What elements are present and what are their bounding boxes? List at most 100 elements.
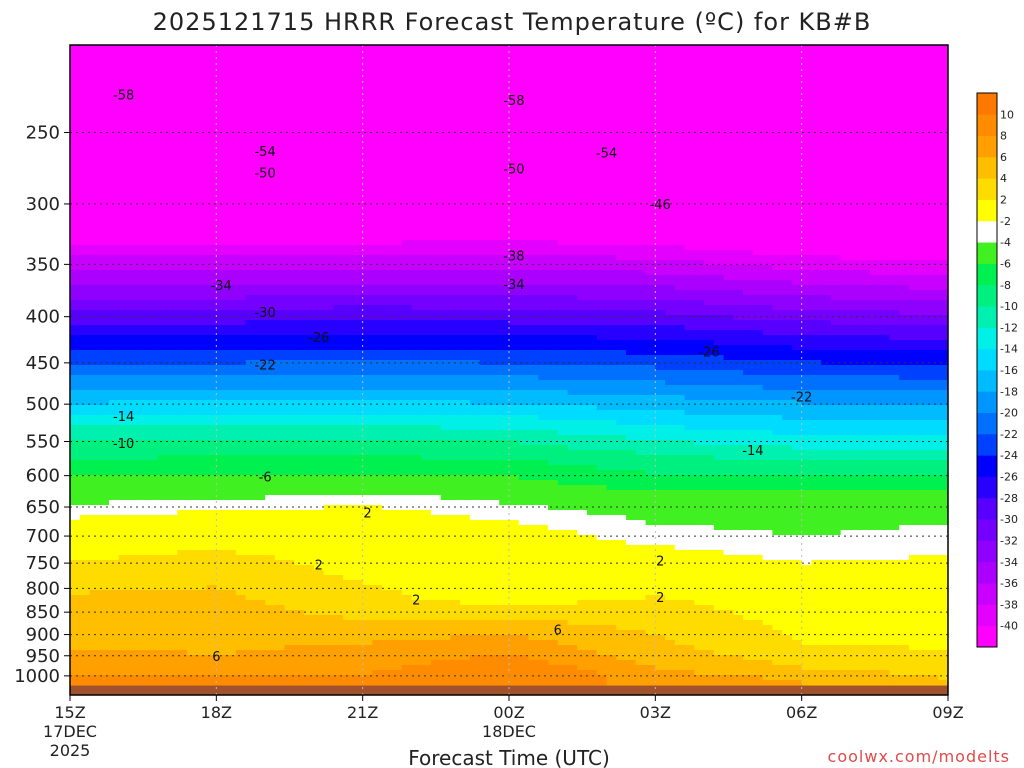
- field-cell: [226, 615, 237, 621]
- field-cell: [323, 85, 334, 91]
- field-cell: [177, 95, 188, 101]
- field-cell: [411, 405, 422, 411]
- field-cell: [284, 560, 295, 566]
- field-cell: [343, 180, 354, 186]
- field-cell: [235, 560, 247, 566]
- field-cell: [70, 245, 81, 251]
- field-cell: [245, 45, 256, 51]
- field-cell: [333, 90, 344, 96]
- field-cell: [440, 290, 452, 296]
- field-cell: [430, 315, 442, 321]
- field-cell: [148, 540, 159, 546]
- field-cell: [99, 115, 110, 121]
- field-cell: [109, 110, 120, 116]
- field-cell: [274, 490, 286, 496]
- field-cell: [401, 540, 413, 546]
- field-cell: [411, 615, 422, 621]
- field-cell: [99, 265, 110, 271]
- field-cell: [206, 500, 217, 506]
- field-cell: [245, 65, 256, 71]
- field-cell: [333, 345, 344, 351]
- field-cell: [245, 675, 256, 681]
- field-cell: [245, 585, 256, 591]
- field-cell: [372, 395, 383, 401]
- field-cell: [265, 125, 276, 131]
- field-cell: [89, 535, 100, 541]
- field-cell: [70, 505, 81, 511]
- field-cell: [157, 305, 169, 311]
- field-cell: [138, 535, 149, 541]
- field-cell: [255, 210, 266, 216]
- field-cell: [362, 260, 374, 266]
- field-cell: [440, 150, 452, 156]
- field-cell: [157, 240, 169, 246]
- field-cell: [333, 200, 344, 206]
- field-cell: [352, 95, 364, 101]
- field-cell: [138, 320, 149, 326]
- field-cell: [138, 45, 149, 51]
- field-cell: [245, 110, 256, 116]
- field-cell: [352, 410, 364, 416]
- field-cell: [265, 500, 276, 506]
- field-cell: [148, 470, 159, 476]
- field-cell: [79, 650, 91, 656]
- field-cell: [196, 555, 208, 561]
- field-cell: [206, 260, 217, 266]
- field-cell: [255, 200, 266, 206]
- field-cell: [235, 125, 247, 131]
- field-cell: [343, 220, 354, 226]
- field-cell: [313, 405, 325, 411]
- field-cell: [148, 550, 159, 556]
- field-cell: [128, 255, 139, 261]
- field-cell: [391, 460, 403, 466]
- field-cell: [196, 405, 208, 411]
- field-cell: [265, 600, 276, 606]
- field-cell: [196, 500, 208, 506]
- field-cell: [294, 530, 305, 536]
- field-cell: [411, 360, 422, 366]
- field-cell: [304, 575, 315, 581]
- field-cell: [128, 575, 139, 581]
- field-cell: [411, 55, 422, 61]
- field-cell: [118, 520, 130, 526]
- field-cell: [187, 295, 198, 301]
- field-cell: [138, 520, 149, 526]
- field-cell: [411, 665, 422, 671]
- field-cell: [362, 485, 374, 491]
- field-cell: [206, 95, 217, 101]
- field-cell: [343, 330, 354, 336]
- field-cell: [274, 135, 286, 141]
- field-cell: [304, 120, 315, 126]
- field-cell: [206, 325, 217, 331]
- field-cell: [118, 360, 130, 366]
- field-cell: [235, 435, 247, 441]
- field-cell: [255, 270, 266, 276]
- field-cell: [70, 410, 81, 416]
- field-cell: [313, 480, 325, 486]
- field-cell: [226, 60, 237, 66]
- field-cell: [109, 445, 120, 451]
- field-cell: [187, 465, 198, 471]
- field-cell: [157, 380, 169, 386]
- field-cell: [313, 105, 325, 111]
- field-cell: [187, 210, 198, 216]
- field-cell: [440, 125, 452, 131]
- field-cell: [391, 290, 403, 296]
- field-cell: [109, 275, 120, 281]
- field-cell: [411, 570, 422, 576]
- field-cell: [79, 150, 91, 156]
- field-cell: [352, 375, 364, 381]
- field-cell: [138, 155, 149, 161]
- field-cell: [421, 650, 432, 656]
- field-cell: [167, 230, 178, 236]
- field-cell: [294, 390, 305, 396]
- field-cell: [128, 510, 139, 516]
- field-cell: [89, 180, 100, 186]
- field-cell: [187, 455, 198, 461]
- field-cell: [313, 435, 325, 441]
- field-cell: [382, 480, 393, 486]
- field-cell: [313, 370, 325, 376]
- field-cell: [372, 420, 383, 426]
- field-cell: [313, 680, 325, 686]
- field-cell: [294, 400, 305, 406]
